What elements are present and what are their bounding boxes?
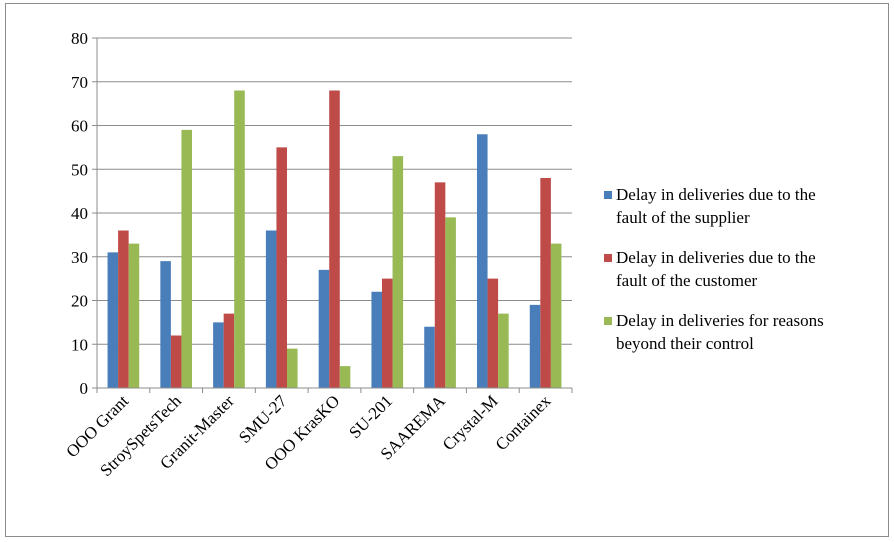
bar-series-1 bbox=[477, 134, 488, 388]
bar-series-2 bbox=[487, 278, 499, 388]
bar-series-2 bbox=[329, 90, 340, 388]
legend-swatch bbox=[604, 317, 612, 325]
bar-series-3 bbox=[339, 366, 351, 388]
bar-series-2 bbox=[170, 335, 182, 388]
bar-series-1 bbox=[424, 326, 435, 388]
bar-series-1 bbox=[318, 269, 330, 388]
axes bbox=[92, 37, 573, 393]
legend: Delay in deliveries due to the fault of t… bbox=[604, 185, 824, 353]
legend-label: Delay in deliveries due to the bbox=[616, 248, 816, 267]
legend-label: Delay in deliveries due to the bbox=[616, 185, 816, 204]
bar-series-1 bbox=[371, 291, 382, 388]
bar-series-2 bbox=[540, 178, 551, 388]
bar-series-3 bbox=[445, 217, 456, 388]
bar-series-1 bbox=[107, 252, 119, 388]
bar-series-3 bbox=[128, 243, 140, 388]
legend-label: fault of the supplier bbox=[616, 208, 750, 227]
bar-series-2 bbox=[434, 182, 446, 388]
bar-series-1 bbox=[160, 261, 171, 388]
y-tick-label: 30 bbox=[71, 248, 88, 267]
bar-series-2 bbox=[382, 278, 393, 388]
y-tick-label: 60 bbox=[71, 117, 88, 136]
chart-frame: 0 10 20 30 40 50 60 70 80 OOO Grant StroySpetsTec… bbox=[5, 3, 889, 537]
y-tick-label: 40 bbox=[71, 204, 88, 223]
bar-series-3 bbox=[550, 243, 562, 388]
y-tick-label: 10 bbox=[71, 335, 88, 354]
x-tick-label: Containex bbox=[492, 391, 555, 454]
bar-series-1 bbox=[213, 322, 224, 388]
bar-series-3 bbox=[234, 90, 245, 388]
y-tick-label: 80 bbox=[71, 29, 88, 48]
bar-series-1 bbox=[265, 230, 277, 388]
legend-label: fault of the customer bbox=[616, 271, 757, 290]
y-tick-label: 20 bbox=[71, 292, 88, 311]
bar-series-3 bbox=[392, 156, 404, 388]
bar-series-2 bbox=[276, 147, 287, 388]
x-tick-labels: OOO GrantStroySpetsTechGranit-MasterSMU-… bbox=[62, 391, 554, 480]
bar-series-2 bbox=[118, 230, 129, 388]
bar-series-3 bbox=[498, 313, 509, 388]
y-tick-label: 0 bbox=[80, 379, 89, 398]
y-tick-label: 50 bbox=[71, 160, 88, 179]
bar-series-3 bbox=[181, 129, 192, 388]
x-tick-label: Crystal-M bbox=[439, 391, 502, 454]
legend-label: Delay in deliveries for reasons bbox=[616, 311, 824, 330]
legend-swatch bbox=[604, 191, 612, 199]
bar-chart: 0 10 20 30 40 50 60 70 80 OOO GrantStroySpetsTec… bbox=[62, 29, 824, 480]
legend-label: beyond their control bbox=[616, 334, 754, 353]
bar-series-1 bbox=[529, 304, 541, 388]
bar-series-2 bbox=[223, 313, 235, 388]
y-tick-labels: 0 10 20 30 40 50 60 70 80 bbox=[71, 29, 88, 398]
x-tick-label: SU-201 bbox=[345, 391, 396, 442]
y-tick-label: 70 bbox=[71, 73, 88, 92]
legend-swatch bbox=[604, 254, 612, 262]
bar-series-3 bbox=[287, 348, 298, 388]
bars bbox=[107, 90, 562, 388]
